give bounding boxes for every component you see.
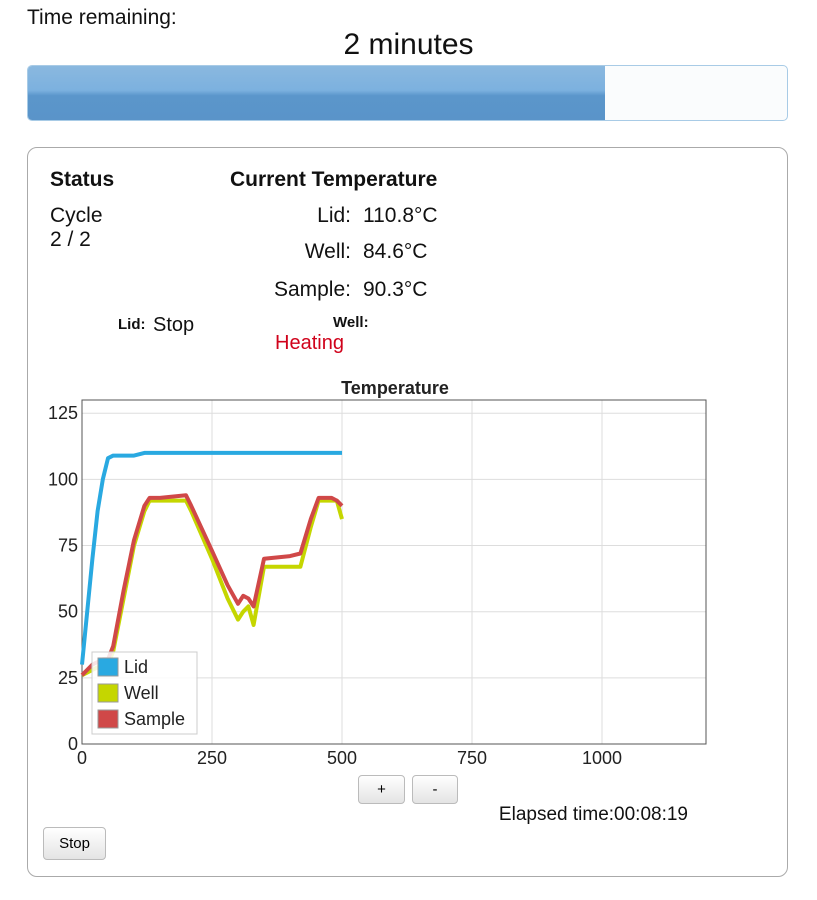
legend-label: Sample — [124, 709, 185, 729]
x-tick-label: 750 — [457, 748, 487, 768]
reading-value: 90.3°C — [363, 278, 428, 301]
temperature-chart: Temperature 0 25 50 75 100 125 0 250 500 750 1000 Li… — [48, 378, 707, 768]
status-title: Status — [50, 168, 115, 191]
reading-label: Well: — [304, 240, 351, 263]
reading-value: 110.8°C — [363, 204, 438, 227]
legend-swatch — [97, 683, 119, 703]
x-tick-label: 0 — [77, 748, 87, 768]
cycle-label: Cycle — [50, 204, 103, 227]
lid-state-label: Lid: — [118, 316, 146, 333]
well-state-label: Well: — [333, 314, 369, 331]
stop-button[interactable]: Stop — [43, 827, 106, 860]
chart-title: Temperature — [341, 378, 449, 398]
y-tick-label: 50 — [58, 602, 78, 622]
legend-label: Lid — [124, 657, 148, 677]
y-tick-label: 100 — [48, 469, 78, 489]
time-value: 2 minutes — [343, 28, 474, 61]
line-series — [80, 450, 342, 665]
x-tick-label: 250 — [197, 748, 227, 768]
zoom-in-button[interactable]: + — [358, 775, 405, 804]
legend-swatch — [97, 657, 119, 677]
legend-swatch — [97, 709, 119, 729]
cycle-value: 2 / 2 — [50, 228, 91, 251]
time-label: Time remaining: — [27, 6, 177, 29]
y-tick-label: 75 — [58, 536, 78, 556]
progress-bar — [27, 65, 788, 121]
temp-title: Current Temperature — [230, 168, 438, 191]
status-panel — [27, 147, 788, 877]
elapsed-time: Elapsed time:00:08:19 — [498, 804, 688, 825]
y-tick-label: 25 — [58, 668, 78, 688]
zoom-out-button[interactable]: - — [412, 775, 458, 804]
reading-label: Sample: — [273, 278, 351, 301]
reading-value: 84.6°C — [363, 240, 428, 263]
y-tick-label: 125 — [48, 403, 78, 423]
reading-label: Lid: — [317, 204, 351, 227]
legend-label: Well — [124, 683, 159, 703]
x-tick-label: 1000 — [582, 748, 622, 768]
progress-fill — [28, 66, 605, 120]
x-tick-label: 500 — [327, 748, 357, 768]
well-state-value: Heating — [275, 332, 344, 354]
y-tick-label: 0 — [68, 734, 78, 754]
lid-state-value: Stop — [153, 314, 195, 336]
plot-frame — [81, 399, 707, 745]
